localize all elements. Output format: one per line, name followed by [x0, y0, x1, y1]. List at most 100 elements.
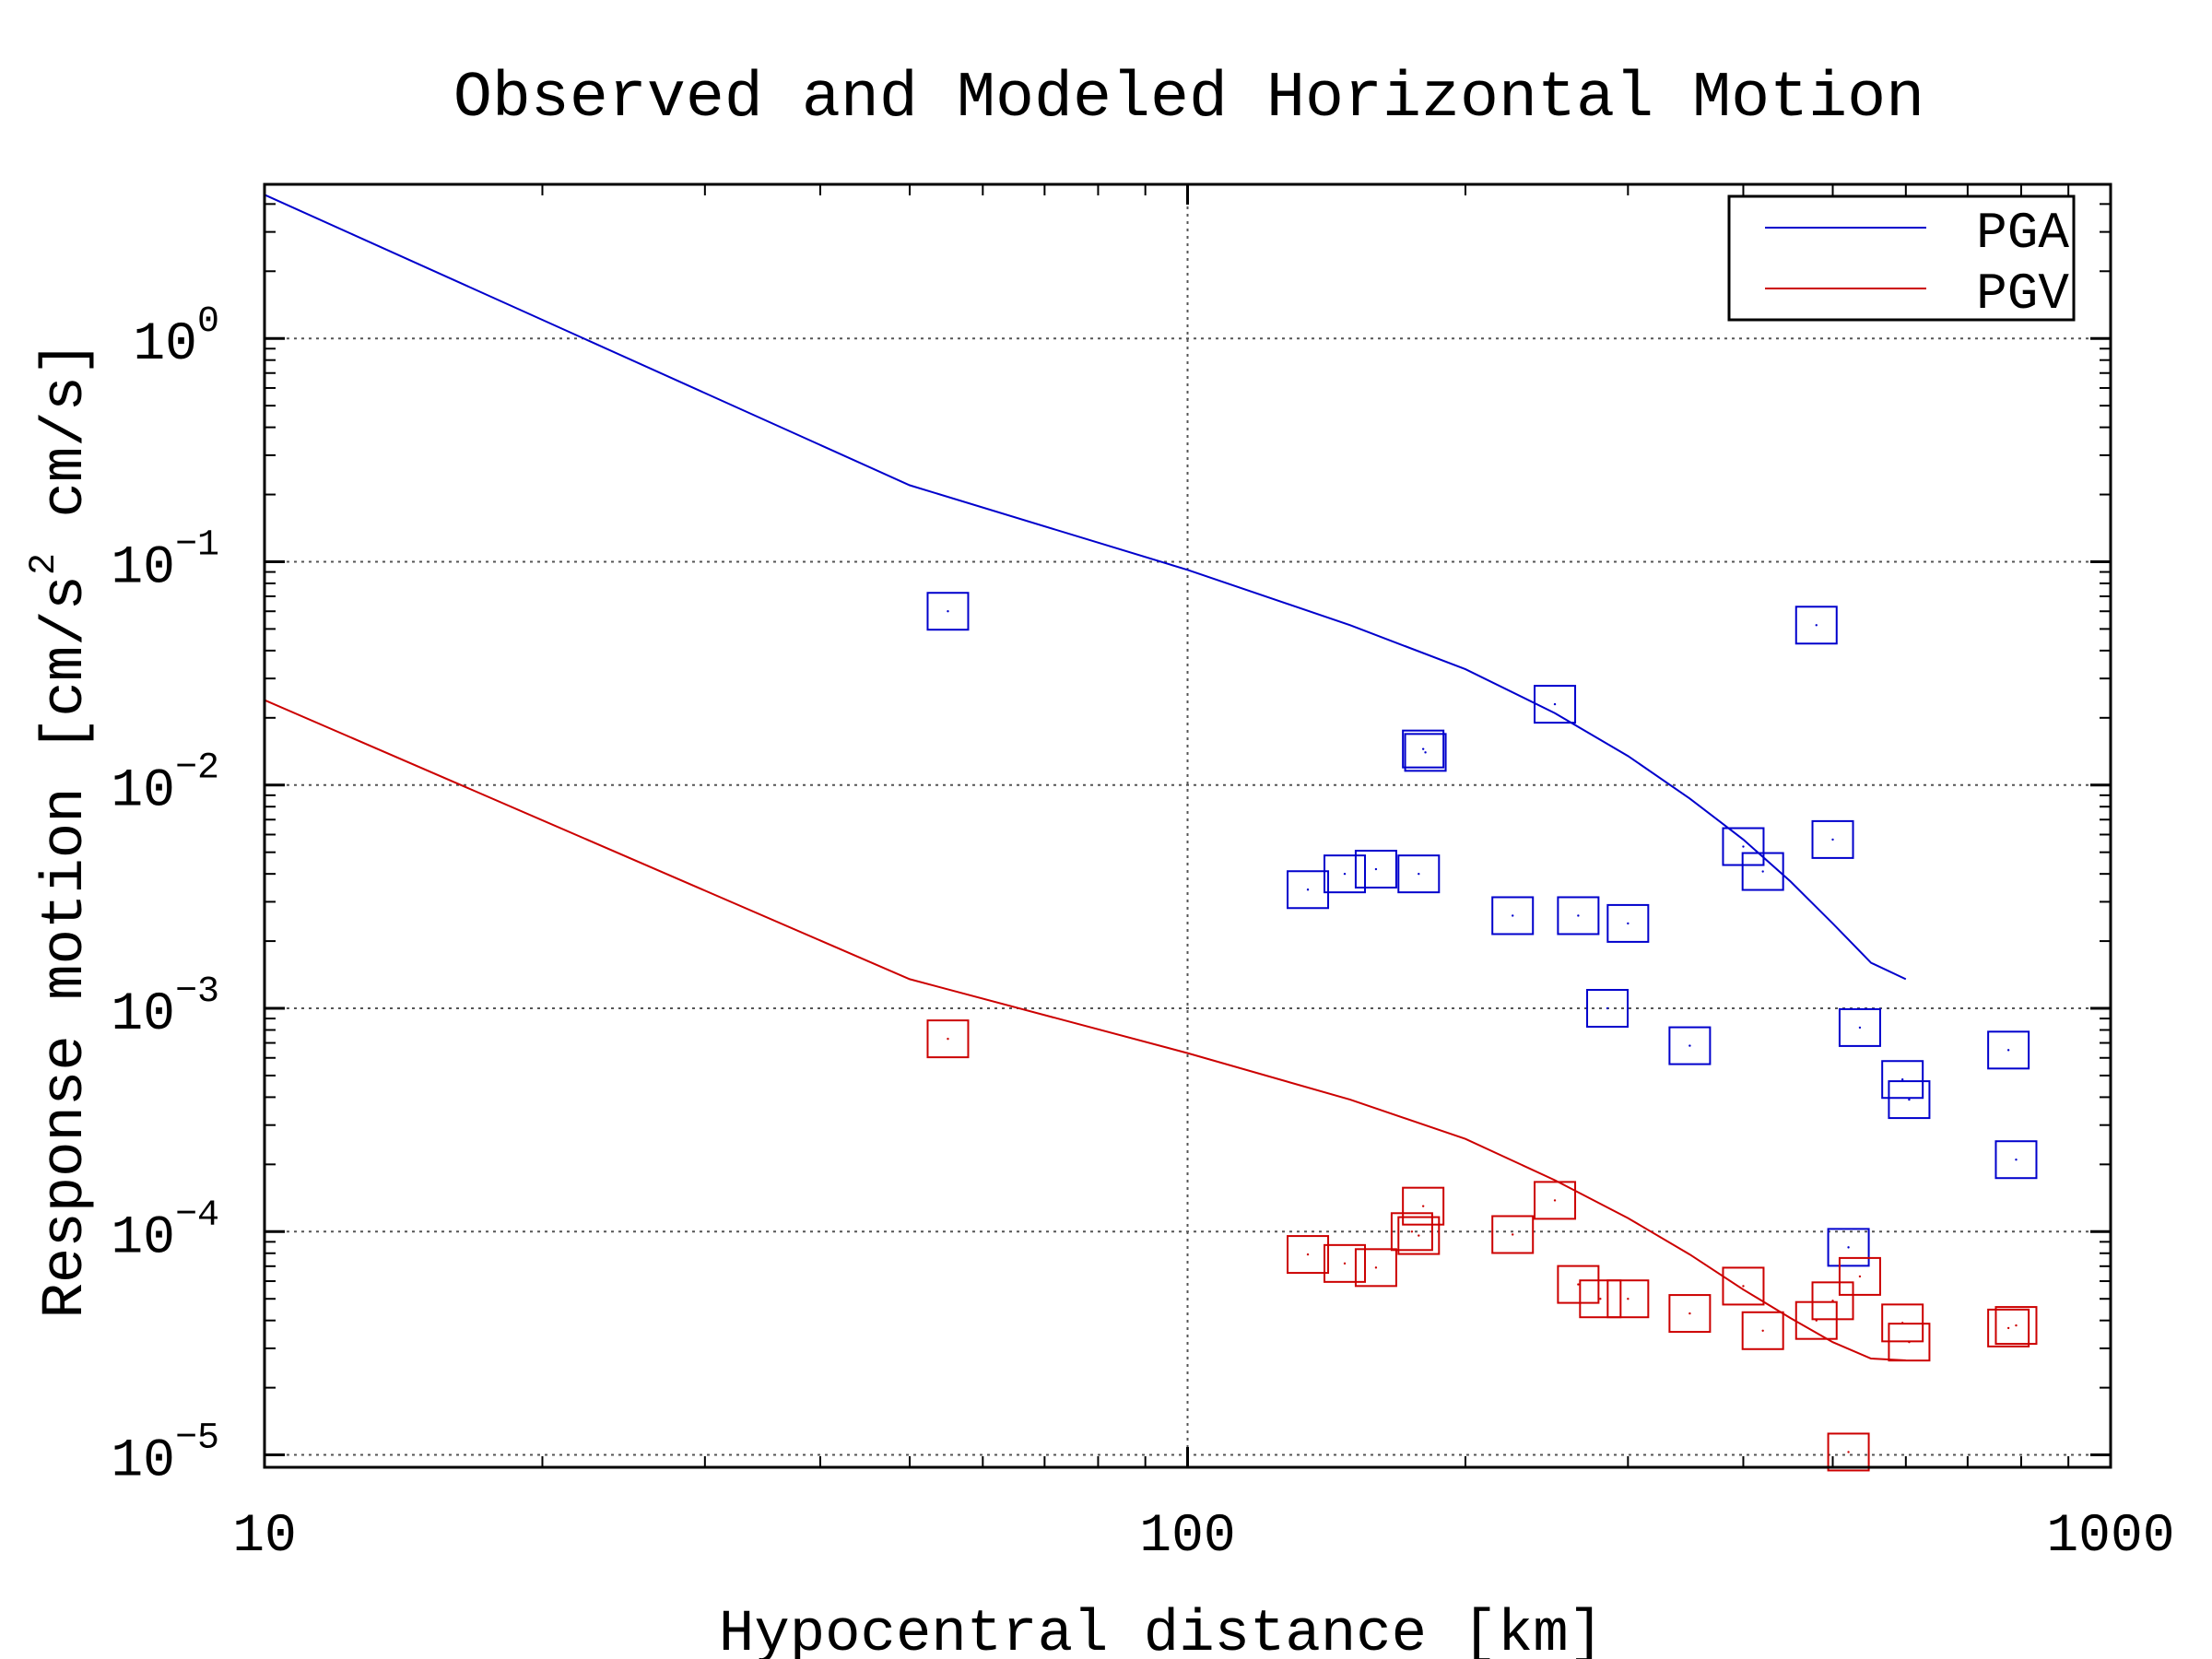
data-point-pgv-observed	[1606, 1279, 1650, 1319]
y-tick-label: 10−2	[111, 748, 219, 822]
data-point-center-pga-observed	[1343, 872, 1347, 876]
x-tick-label: 10	[232, 1507, 297, 1567]
data-point-pga-observed	[1404, 733, 1447, 772]
data-point-pgv-observed	[1397, 1216, 1441, 1255]
data-point-center-pgv-observed	[1688, 1312, 1691, 1315]
data-point-pgv-observed	[1888, 1323, 1931, 1362]
data-point-pgv-observed	[1838, 1256, 1881, 1296]
data-point-center-pgv-observed	[1761, 1329, 1764, 1332]
data-point-pgv-observed	[1827, 1432, 1870, 1472]
y-tick-exponent: −4	[175, 1194, 219, 1236]
data-point-center-pgv-observed	[2006, 1326, 2010, 1330]
data-point-center-pgv-observed	[947, 1037, 949, 1041]
data-point-center-pga-observed	[1627, 922, 1630, 925]
data-point-center-pgv-observed	[1831, 1300, 1834, 1302]
y-axis-label-main: Response motion [cm/s	[33, 575, 100, 1319]
data-point-pga-observed	[1324, 854, 1367, 894]
data-point-center-pga-observed	[1847, 1246, 1850, 1249]
data-point-pgv-observed	[1287, 1235, 1330, 1275]
data-point-center-pga-observed	[2015, 1159, 2018, 1161]
y-tick-exponent: −2	[175, 748, 219, 790]
y-tick-base: 10	[111, 1432, 175, 1492]
data-point-pgv-observed	[1557, 1265, 1600, 1304]
data-point-pga-observed	[1606, 903, 1650, 943]
y-tick-base: 10	[133, 315, 197, 375]
data-point-pgv-observed	[1324, 1243, 1367, 1283]
data-point-center-pgv-observed	[1908, 1340, 1911, 1344]
series-line-pga	[264, 194, 1907, 981]
data-point-pga-observed	[1827, 1228, 1870, 1267]
data-point-center-pga-observed	[1374, 867, 1378, 871]
data-point-pga-observed	[1557, 896, 1600, 935]
data-point-pga-observed	[926, 592, 970, 631]
svg-text:Response motion [cm/s2 cm/s]: Response motion [cm/s2 cm/s]	[24, 341, 100, 1319]
data-point-pgv-observed	[1741, 1311, 1784, 1350]
data-point-center-pgv-observed	[1343, 1262, 1347, 1265]
data-point-pgv-observed	[1390, 1212, 1433, 1252]
y-tick-label: 10−5	[111, 1418, 219, 1492]
data-point-pga-observed	[1586, 989, 1630, 1029]
y-tick-base: 10	[111, 985, 175, 1045]
data-point-center-pga-observed	[1418, 872, 1420, 876]
chart-title: Observed and Modeled Horizontal Motion	[453, 63, 1924, 135]
y-axis-label: Response motion [cm/s2 cm/s]	[24, 341, 100, 1319]
data-point-center-pgv-observed	[1858, 1275, 1862, 1278]
data-point-pgv-observed	[1354, 1248, 1397, 1288]
data-point-pgv-observed	[1579, 1279, 1622, 1319]
data-point-pga-observed	[1994, 1140, 2038, 1180]
y-tick-base: 10	[111, 762, 175, 822]
data-point-center-pgv-observed	[1553, 1199, 1557, 1202]
data-point-center-pgv-observed	[1512, 1233, 1514, 1236]
data-point-pgv-observed	[1668, 1294, 1712, 1334]
data-point-pga-observed	[1987, 1030, 2030, 1070]
data-point-center-pga-observed	[2006, 1049, 2010, 1052]
data-point-center-pga-observed	[1815, 624, 1818, 627]
data-point-center-pga-observed	[947, 610, 949, 613]
data-point-center-pgv-observed	[1374, 1266, 1378, 1269]
data-point-center-pga-observed	[1553, 702, 1557, 706]
data-point-pga-observed	[1534, 685, 1577, 724]
plot-frame	[263, 182, 2112, 1469]
data-point-center-pgv-observed	[1306, 1253, 1310, 1256]
data-point-pga-observed	[1668, 1026, 1712, 1065]
legend-box	[1727, 194, 2076, 322]
y-axis-label-tail: cm/s]	[33, 341, 100, 553]
data-point-center-pga-observed	[1424, 751, 1427, 754]
data-point-center-pgv-observed	[1742, 1285, 1745, 1288]
data-point-pga-observed	[1491, 896, 1535, 935]
data-point-pga-observed	[1794, 606, 1838, 645]
data-point-center-pgv-observed	[1847, 1451, 1850, 1453]
data-point-pgv-observed	[1811, 1281, 1854, 1321]
data-point-center-pgv-observed	[1577, 1283, 1580, 1286]
data-point-pga-observed	[1888, 1080, 1931, 1120]
y-tick-exponent: −5	[175, 1418, 219, 1460]
data-point-center-pga-observed	[1577, 914, 1580, 917]
data-point-pga-observed	[1354, 850, 1397, 889]
y-tick-label: 10−4	[111, 1194, 219, 1268]
data-point-center-pga-observed	[1306, 888, 1310, 891]
data-point-pgv-observed	[926, 1019, 970, 1059]
legend-pga-label: PGA	[1976, 204, 2069, 263]
data-point-center-pga-observed	[1421, 747, 1425, 750]
data-point-pga-observed	[1741, 852, 1784, 891]
y-tick-base: 10	[111, 1208, 175, 1268]
data-point-pgv-observed	[1794, 1300, 1838, 1340]
data-point-pga-observed	[1397, 854, 1441, 894]
data-point-pga-observed	[1402, 729, 1445, 769]
grid	[265, 184, 2111, 1467]
series-layer	[264, 194, 2038, 1472]
data-point-pgv-observed	[1534, 1181, 1577, 1220]
data-point-pga-observed	[1811, 819, 1854, 859]
x-axis-label: Hypocentral distance [km]	[719, 1602, 1604, 1659]
data-point-pgv-observed	[1987, 1308, 2030, 1347]
x-tick-label: 100	[1139, 1507, 1235, 1567]
data-point-center-pga-observed	[1742, 845, 1745, 848]
data-point-pga-observed	[1881, 1060, 1924, 1100]
data-point-pgv-observed	[1722, 1266, 1765, 1306]
data-point-center-pga-observed	[1761, 870, 1764, 873]
data-point-center-pgv-observed	[1421, 1205, 1425, 1207]
y-tick-label: 100	[133, 301, 219, 375]
data-point-center-pga-observed	[1512, 914, 1514, 917]
